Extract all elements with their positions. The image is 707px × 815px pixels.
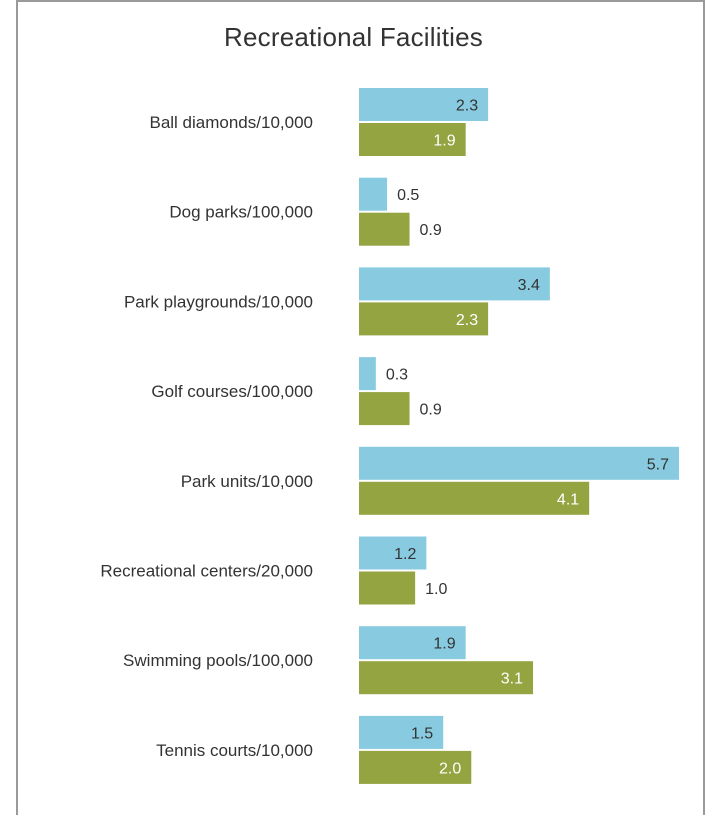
chart-frame	[16, 0, 705, 815]
category-label: Tennis courts/10,000	[156, 741, 313, 760]
category-label: Park units/10,000	[181, 472, 313, 491]
category-label: Swimming pools/100,000	[123, 651, 313, 670]
bar	[359, 571, 416, 605]
category-label: Dog parks/100,000	[169, 203, 313, 222]
bar	[359, 446, 679, 480]
bar	[359, 715, 444, 749]
category-label: Park playgrounds/10,000	[124, 292, 313, 311]
data-label: 3.4	[518, 277, 540, 294]
bar	[359, 357, 376, 391]
data-label: 2.3	[456, 312, 478, 329]
data-label: 4.1	[557, 491, 579, 508]
bar	[359, 481, 590, 515]
category-label: Recreational centers/20,000	[100, 562, 313, 581]
bar	[359, 536, 427, 570]
data-label: 1.0	[425, 581, 447, 598]
bar	[359, 392, 410, 426]
data-label: 5.7	[647, 456, 669, 473]
data-label: 3.1	[501, 671, 523, 688]
bar	[359, 177, 388, 211]
data-label: 1.2	[394, 546, 416, 563]
bar	[359, 212, 410, 246]
bar	[359, 88, 489, 121]
data-label: 2.0	[439, 760, 461, 777]
data-label: 0.9	[420, 402, 442, 419]
data-label: 1.5	[411, 725, 433, 742]
data-label: 0.3	[386, 367, 408, 384]
bar	[359, 626, 466, 660]
data-label: 0.5	[397, 187, 419, 204]
bar	[359, 661, 534, 695]
data-label: 1.9	[433, 636, 455, 653]
data-label: 0.9	[420, 222, 442, 239]
bar	[359, 302, 489, 336]
category-label: Golf courses/100,000	[151, 382, 313, 401]
data-label: 1.9	[433, 133, 455, 150]
bar	[359, 750, 472, 784]
chart-title: Recreational Facilities	[224, 22, 483, 52]
category-label: Ball diamonds/10,000	[149, 113, 313, 132]
bar	[359, 267, 550, 301]
bar	[359, 123, 466, 156]
data-label: 2.3	[456, 98, 478, 115]
